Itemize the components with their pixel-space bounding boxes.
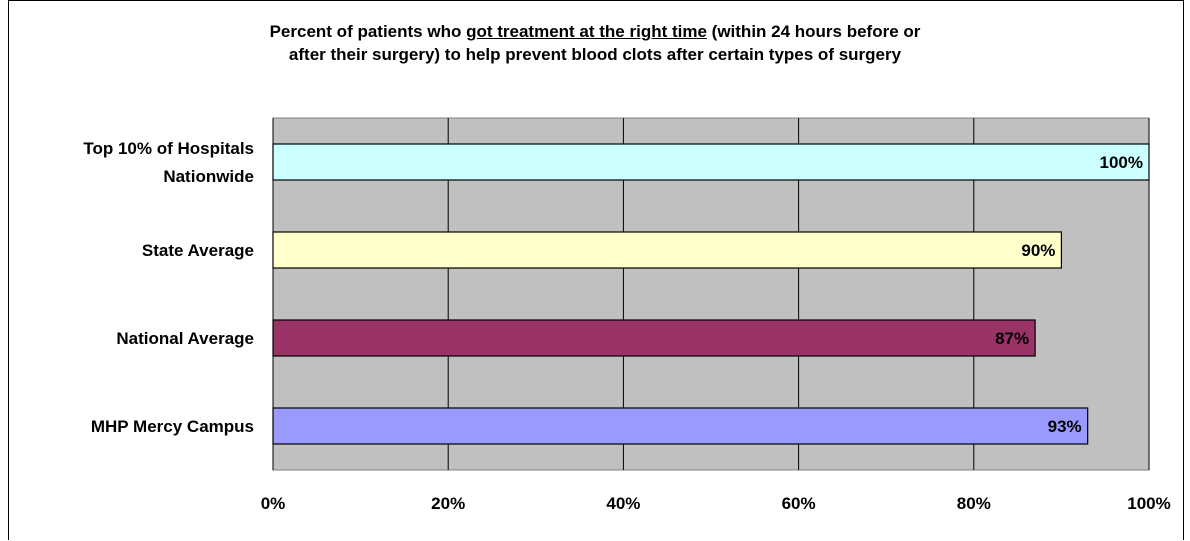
title-text: after their surgery) to help prevent blo… bbox=[288, 45, 902, 64]
x-tick-label: 0% bbox=[261, 494, 286, 513]
chart-frame bbox=[8, 0, 1184, 540]
category-label: Top 10% of Hospitals Nationwide bbox=[83, 139, 254, 186]
data-label: 100% bbox=[1100, 153, 1143, 172]
chart-title: Percent of patients who got treatment at… bbox=[0, 20, 1190, 66]
x-tick-label: 20% bbox=[431, 494, 465, 513]
x-axis-ticks: 0% 20% 40% 60% 80% 100% bbox=[261, 494, 1171, 513]
title-underlined-text: got treatment at the right time bbox=[466, 22, 707, 41]
bars: 100% 90% 87% 93% bbox=[272, 143, 1150, 445]
x-tick-label: 60% bbox=[782, 494, 816, 513]
title-text: (within 24 hours before or bbox=[706, 22, 921, 41]
bar bbox=[272, 231, 1063, 269]
bar bbox=[272, 143, 1150, 181]
category-label: National Average bbox=[116, 329, 254, 348]
data-label: 90% bbox=[1021, 241, 1055, 260]
category-label: MHP Mercy Campus bbox=[91, 417, 254, 436]
title-text: Percent of patients who bbox=[269, 22, 467, 41]
x-tick-label: 40% bbox=[606, 494, 640, 513]
x-tick-label: 100% bbox=[1127, 494, 1170, 513]
data-label: 87% bbox=[995, 329, 1029, 348]
category-labels: Top 10% of Hospitals Nationwide State Aver… bbox=[83, 139, 254, 436]
bar bbox=[272, 319, 1036, 357]
x-tick-label: 80% bbox=[957, 494, 991, 513]
category-label: State Average bbox=[142, 241, 254, 260]
bar bbox=[272, 407, 1089, 445]
data-label: 93% bbox=[1048, 417, 1082, 436]
